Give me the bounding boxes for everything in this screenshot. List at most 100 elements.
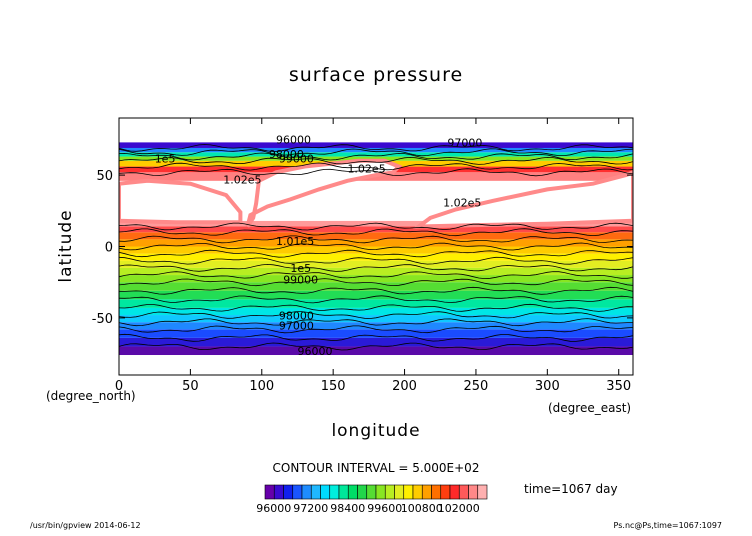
x-tick-label-1: 50: [182, 379, 199, 394]
colorbar-swatch-18: [431, 484, 442, 500]
pressure-band-10: [119, 275, 633, 283]
pressure-band-9: [119, 282, 633, 291]
contour-label-3: 99000: [279, 152, 314, 165]
contour-line-13: [119, 242, 633, 251]
pressure-band-5: [119, 315, 633, 323]
time-text: time=1067 day: [524, 482, 618, 496]
colorbar-swatch-9: [347, 484, 358, 500]
colorbar-swatch-12: [375, 484, 386, 500]
contour-line-3: [119, 318, 633, 327]
pressure-band-11: [119, 267, 633, 276]
contour-line-11: [119, 256, 633, 265]
contour-label-7: 1.02e5: [443, 197, 481, 210]
pressure-band-23: [119, 156, 633, 161]
colorbar-swatch-2: [283, 484, 294, 500]
pressure-band-12: [119, 260, 633, 268]
contour-line-15: [119, 228, 633, 237]
contour-label-4: 1e5: [155, 152, 176, 165]
contour-line-17: [119, 168, 633, 177]
colorbar-label-0: 96000: [256, 502, 291, 515]
contour-line-6: [119, 295, 633, 304]
pressure-band-17: [119, 226, 633, 233]
contour-line-19: [119, 156, 633, 165]
colorbar-label-2: 98400: [330, 502, 365, 515]
pressure-band-15: [119, 239, 633, 247]
pressure-band-4: [119, 322, 633, 330]
x-axis-label: longitude: [331, 421, 420, 441]
contour-label-11: 98000: [279, 309, 314, 322]
contour-line-10: [119, 263, 633, 272]
pressure-band-27: [119, 118, 633, 143]
colorbar-swatch-6: [320, 484, 331, 500]
contour-lines: [119, 144, 633, 351]
colorbar-swatch-11: [366, 484, 377, 500]
contour-line-4: [119, 311, 633, 319]
contour-line-22: [119, 144, 633, 152]
pressure-band-25: [119, 147, 633, 153]
y-axis-label: latitude: [56, 209, 76, 282]
chart-title: surface pressure: [289, 64, 463, 86]
colorbar-swatch-10: [357, 484, 368, 500]
y-axis-unit: (degree_north): [46, 389, 136, 403]
contour-label-1: 97000: [447, 137, 482, 150]
colorbar-label-3: 99600: [367, 502, 402, 515]
colorbar-swatch-15: [403, 484, 414, 500]
colorbar: [264, 484, 488, 500]
colorbar-swatch-20: [449, 484, 460, 500]
pressure-band-2: [119, 337, 633, 347]
footer-right: Ps.nc@Ps,time=1067:1097: [614, 521, 722, 530]
contour-line-1: [119, 333, 633, 342]
contour-labels: 96000 9700098000990001e51.02e51.02e51.02e…: [155, 134, 483, 358]
contour-line-12: [119, 249, 633, 258]
x-tick-label-0: 0: [115, 379, 123, 394]
colorbar-swatch-16: [412, 484, 423, 500]
x-axis-ticks: 0 50 100 150 200 250 300 350: [115, 118, 631, 394]
high-pressure-region-1: [412, 170, 633, 229]
high-pressure-region-2: [119, 178, 243, 225]
contour-label-9: 1e5: [290, 262, 311, 275]
colorbar-swatch-22: [468, 484, 479, 500]
contour-line-0: [119, 342, 633, 351]
contour-label-13: 96000: [297, 345, 332, 358]
y-tick-label-0: 50: [96, 169, 113, 184]
footer-left: /usr/bin/gpview 2014-06-12: [30, 521, 141, 530]
contour-line-5: [119, 303, 633, 312]
y-tick-label-2: -50: [92, 312, 113, 327]
contour-line-18: [119, 162, 633, 171]
pressure-band-14: [119, 246, 633, 254]
x-tick-label-3: 150: [321, 379, 346, 394]
contour-label-12: 97000: [279, 319, 314, 332]
x-tick-label-7: 350: [606, 379, 631, 394]
pressure-band-18: [119, 220, 633, 227]
contour-label-0: 96000: [276, 134, 311, 147]
x-axis-unit: (degree_east): [548, 401, 631, 415]
pressure-band-8: [119, 290, 633, 300]
colorbar-swatch-19: [440, 484, 451, 500]
colorbar-swatch-13: [384, 484, 395, 500]
pressure-band-13: [119, 253, 633, 261]
x-tick-label-2: 100: [249, 379, 274, 394]
colorbar-swatch-1: [273, 484, 284, 500]
contour-label-2: 98000: [269, 148, 304, 161]
contour-label-8: 1.01e5: [276, 235, 314, 248]
contour-line-16: [119, 222, 633, 231]
contour-interval-text: CONTOUR INTERVAL = 5.000E+02: [273, 461, 480, 475]
pressure-band-24: [119, 152, 633, 157]
contour-line-9: [119, 271, 633, 280]
y-tick-label-1: 0: [105, 241, 113, 256]
colorbar-swatch-17: [421, 484, 432, 500]
plot-area: [119, 118, 633, 375]
pressure-band-0: [119, 355, 633, 375]
colorbar-swatch-4: [301, 484, 312, 500]
contour-label-5: 1.02e5: [223, 174, 261, 187]
pressure-band-1: [119, 346, 633, 356]
colorbar-label-5: 102000: [438, 502, 480, 515]
contour-line-7: [119, 286, 633, 295]
high-pressure-region-0: [245, 158, 403, 228]
colorbar-swatch-8: [338, 484, 349, 500]
pressure-band-26: [119, 142, 633, 148]
pressure-band-6: [119, 307, 633, 316]
pressure-band-7: [119, 299, 633, 308]
